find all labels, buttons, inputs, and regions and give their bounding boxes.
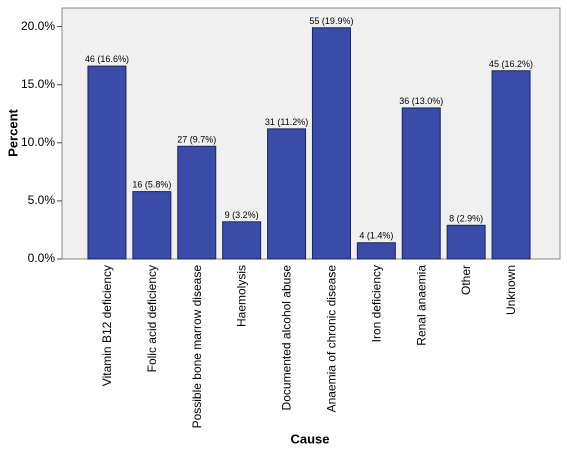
value-label: 27 (9.7%) (177, 134, 216, 144)
x-tick-label: Haemolysis (235, 265, 249, 327)
x-tick-label: Renal anaemia (414, 265, 428, 346)
x-tick-label: Documented alcohol abuse (280, 265, 294, 411)
x-tick-label: Unknown (504, 265, 518, 315)
x-tick-label: Iron deficiency (369, 265, 383, 342)
value-label: 31 (11.2%) (265, 117, 308, 127)
value-label: 45 (16.2%) (489, 59, 533, 69)
value-label: 9 (3.2%) (225, 210, 259, 220)
bar (177, 145, 217, 260)
bar (222, 221, 262, 260)
x-tick-label: Other (459, 265, 473, 295)
bar (267, 128, 307, 260)
value-label: 16 (5.8%) (132, 180, 171, 190)
bar (491, 70, 531, 260)
bar (311, 27, 351, 260)
bar (87, 65, 127, 260)
y-tick-label: 5.0% (28, 193, 56, 207)
value-label: 8 (2.9%) (449, 213, 483, 223)
value-label: 46 (16.6%) (85, 54, 129, 64)
value-label: 55 (19.9%) (309, 16, 353, 26)
x-tick-label: Possible bone marrow disease (190, 265, 204, 429)
bar (401, 107, 441, 260)
x-tick-label: Vitamin B12 deficiency (100, 265, 114, 386)
x-tick-label: Folic acid deficiency (145, 265, 159, 372)
bar (446, 224, 486, 260)
y-tick-label: 0.0% (28, 251, 56, 265)
y-tick-label: 15.0% (21, 77, 55, 91)
y-tick-label: 10.0% (21, 135, 55, 149)
value-label: 36 (13.0%) (399, 96, 443, 106)
value-label: 4 (1.4%) (359, 231, 393, 241)
bar (356, 242, 396, 260)
y-axis-label: Percent (5, 108, 20, 156)
bar (132, 191, 172, 260)
y-tick-label: 20.0% (21, 19, 55, 33)
x-tick-label: Anaemia of chronic disease (324, 265, 338, 413)
x-axis-label: Cause (290, 431, 329, 446)
